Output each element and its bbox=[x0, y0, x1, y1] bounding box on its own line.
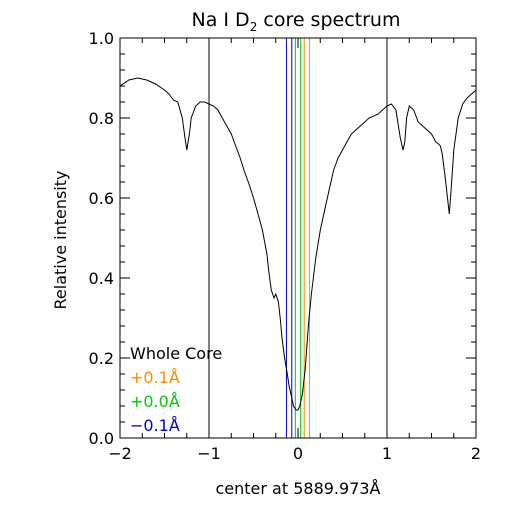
chart-title-main: Na I D bbox=[192, 9, 250, 31]
chart-title-rest: core spectrum bbox=[257, 9, 400, 31]
x-axis-label: center at 5889.973Å bbox=[215, 479, 380, 498]
y-axis-label: Relative intensity bbox=[51, 171, 70, 310]
x-tick-label: 2 bbox=[471, 444, 481, 463]
y-tick-label: 0.4 bbox=[89, 269, 114, 288]
y-tick-label: 0.8 bbox=[89, 109, 114, 128]
y-tick-label: 0.6 bbox=[89, 189, 114, 208]
x-tick-label: −2 bbox=[108, 444, 132, 463]
x-tick-label: 0 bbox=[293, 444, 303, 463]
series-line-0 bbox=[119, 77, 477, 411]
legend-label: +0.1Å bbox=[130, 368, 180, 387]
legend-label: +0.0Å bbox=[130, 392, 180, 411]
plot-area: −2 −1 0 1 2 0.0 0.2 0.4 0.6 0.8 1.0 Whole Core +0.1Å… bbox=[89, 29, 482, 463]
chart-title-subscript: 2 bbox=[250, 20, 258, 34]
chart-title: Na I D2 core spectrum bbox=[192, 9, 401, 34]
y-tick-label: 0.0 bbox=[89, 429, 114, 448]
y-tick-label: 0.2 bbox=[89, 349, 114, 368]
x-tick-label: 1 bbox=[382, 444, 392, 463]
x-tick-label: −1 bbox=[197, 444, 221, 463]
legend-label: −0.1Å bbox=[130, 416, 180, 435]
legend-label: Whole Core bbox=[130, 344, 222, 363]
y-tick-label: 1.0 bbox=[89, 29, 114, 48]
